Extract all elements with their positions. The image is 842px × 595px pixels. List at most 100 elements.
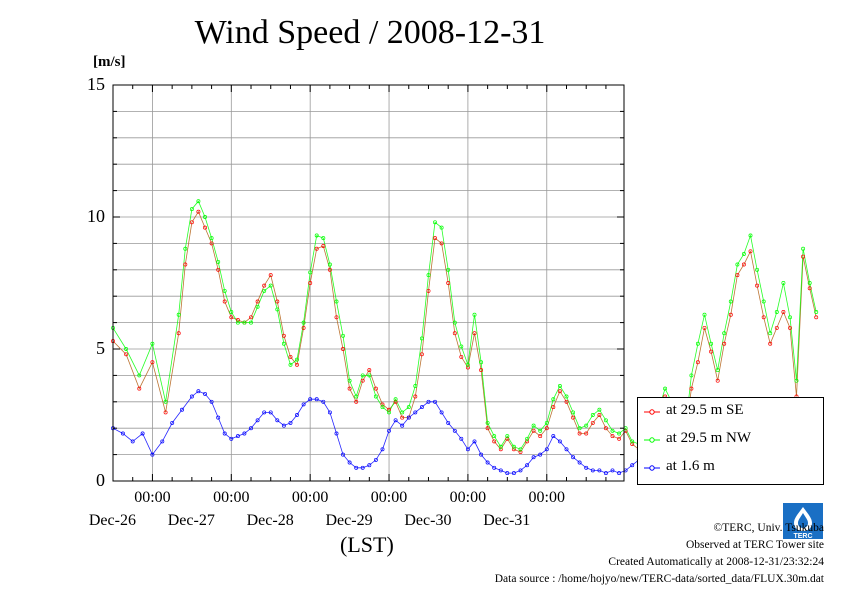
data-point (728, 312, 733, 317)
data-point (373, 457, 378, 462)
data-point (393, 418, 398, 423)
data-point (196, 209, 201, 214)
data-point (433, 236, 437, 241)
data-point (544, 420, 549, 425)
data-point (314, 233, 319, 238)
chart-title: Wind Speed / 2008-12-31 (194, 14, 546, 51)
data-point (722, 341, 727, 346)
data-point (518, 450, 523, 454)
data-point (505, 436, 510, 441)
data-point (262, 288, 267, 293)
data-point (485, 460, 490, 465)
data-point (380, 402, 385, 407)
data-point (814, 315, 819, 320)
data-point (229, 310, 234, 314)
data-point (354, 394, 359, 399)
data-point (518, 447, 523, 452)
data-point (183, 262, 188, 267)
data-point (426, 273, 431, 278)
data-source-text: Data source : /home/hojyo/new/TERC-data/… (494, 573, 824, 585)
data-point (709, 341, 714, 346)
data-point (295, 357, 299, 362)
data-point (400, 415, 405, 420)
data-point (419, 352, 424, 357)
grid-lines (113, 85, 624, 481)
data-point (465, 447, 470, 452)
data-point (446, 267, 451, 272)
data-point (347, 460, 352, 465)
data-point (235, 320, 240, 325)
x-tick-time-label: 00:00 (291, 489, 329, 506)
data-point (360, 373, 365, 378)
data-point (341, 452, 345, 457)
legend-label: at 29.5 m NW (666, 430, 751, 446)
x-tick-time-label: 00:00 (370, 489, 408, 506)
data-point (413, 384, 418, 388)
data-point (755, 267, 760, 272)
observed-text: Observed at TERC Tower site (685, 539, 824, 551)
data-point (275, 299, 280, 304)
data-point (235, 318, 240, 322)
data-point (163, 410, 168, 415)
axis-ticks (112, 84, 624, 482)
data-point (262, 283, 267, 288)
data-point (603, 471, 608, 476)
data-point (406, 405, 411, 410)
data-point (479, 360, 484, 365)
data-point (196, 389, 201, 394)
data-point (433, 399, 437, 404)
data-point (538, 434, 543, 439)
data-point (288, 354, 293, 359)
data-point (768, 331, 773, 336)
data-point (610, 428, 615, 433)
data-point (617, 471, 622, 476)
data-point (551, 434, 556, 439)
data-point (400, 410, 405, 415)
data-point (748, 233, 753, 238)
y-tick-label: 10 (87, 206, 105, 226)
data-point (511, 447, 516, 452)
data-point (761, 315, 766, 320)
legend-label: at 1.6 m (666, 458, 715, 474)
data-point (722, 331, 727, 336)
data-point (768, 341, 773, 346)
data-point (176, 312, 181, 317)
data-point (807, 281, 812, 285)
data-point (308, 281, 313, 285)
data-point (498, 468, 503, 473)
data-point (255, 304, 260, 309)
plot-frame (112, 84, 625, 482)
data-point (334, 315, 339, 320)
data-point (321, 399, 326, 404)
data-point (334, 431, 339, 436)
data-point (124, 352, 129, 357)
data-point (163, 399, 168, 404)
data-point (413, 410, 418, 415)
data-point (150, 452, 155, 457)
data-point (452, 428, 457, 433)
data-point (281, 423, 286, 428)
data-point (288, 420, 293, 425)
x-tick-time-label: 00:00 (449, 489, 487, 506)
data-point (511, 444, 516, 449)
x-tick-date-label: Dec-30 (404, 512, 452, 529)
data-point (590, 468, 595, 473)
data-point (295, 362, 299, 367)
data-point (571, 410, 576, 415)
x-tick-date-label: Dec-27 (167, 512, 215, 529)
data-point (387, 407, 391, 412)
data-point (498, 444, 503, 449)
data-point (347, 386, 352, 391)
data-point (544, 426, 549, 431)
data-point (216, 259, 221, 264)
data-point (459, 354, 464, 359)
data-point (781, 310, 786, 314)
data-point (209, 236, 214, 241)
data-point (801, 246, 806, 251)
data-point (597, 468, 602, 473)
data-point (203, 225, 207, 230)
data-point (150, 360, 155, 365)
data-point (735, 273, 740, 278)
data-point (170, 420, 175, 425)
data-point (452, 320, 457, 325)
